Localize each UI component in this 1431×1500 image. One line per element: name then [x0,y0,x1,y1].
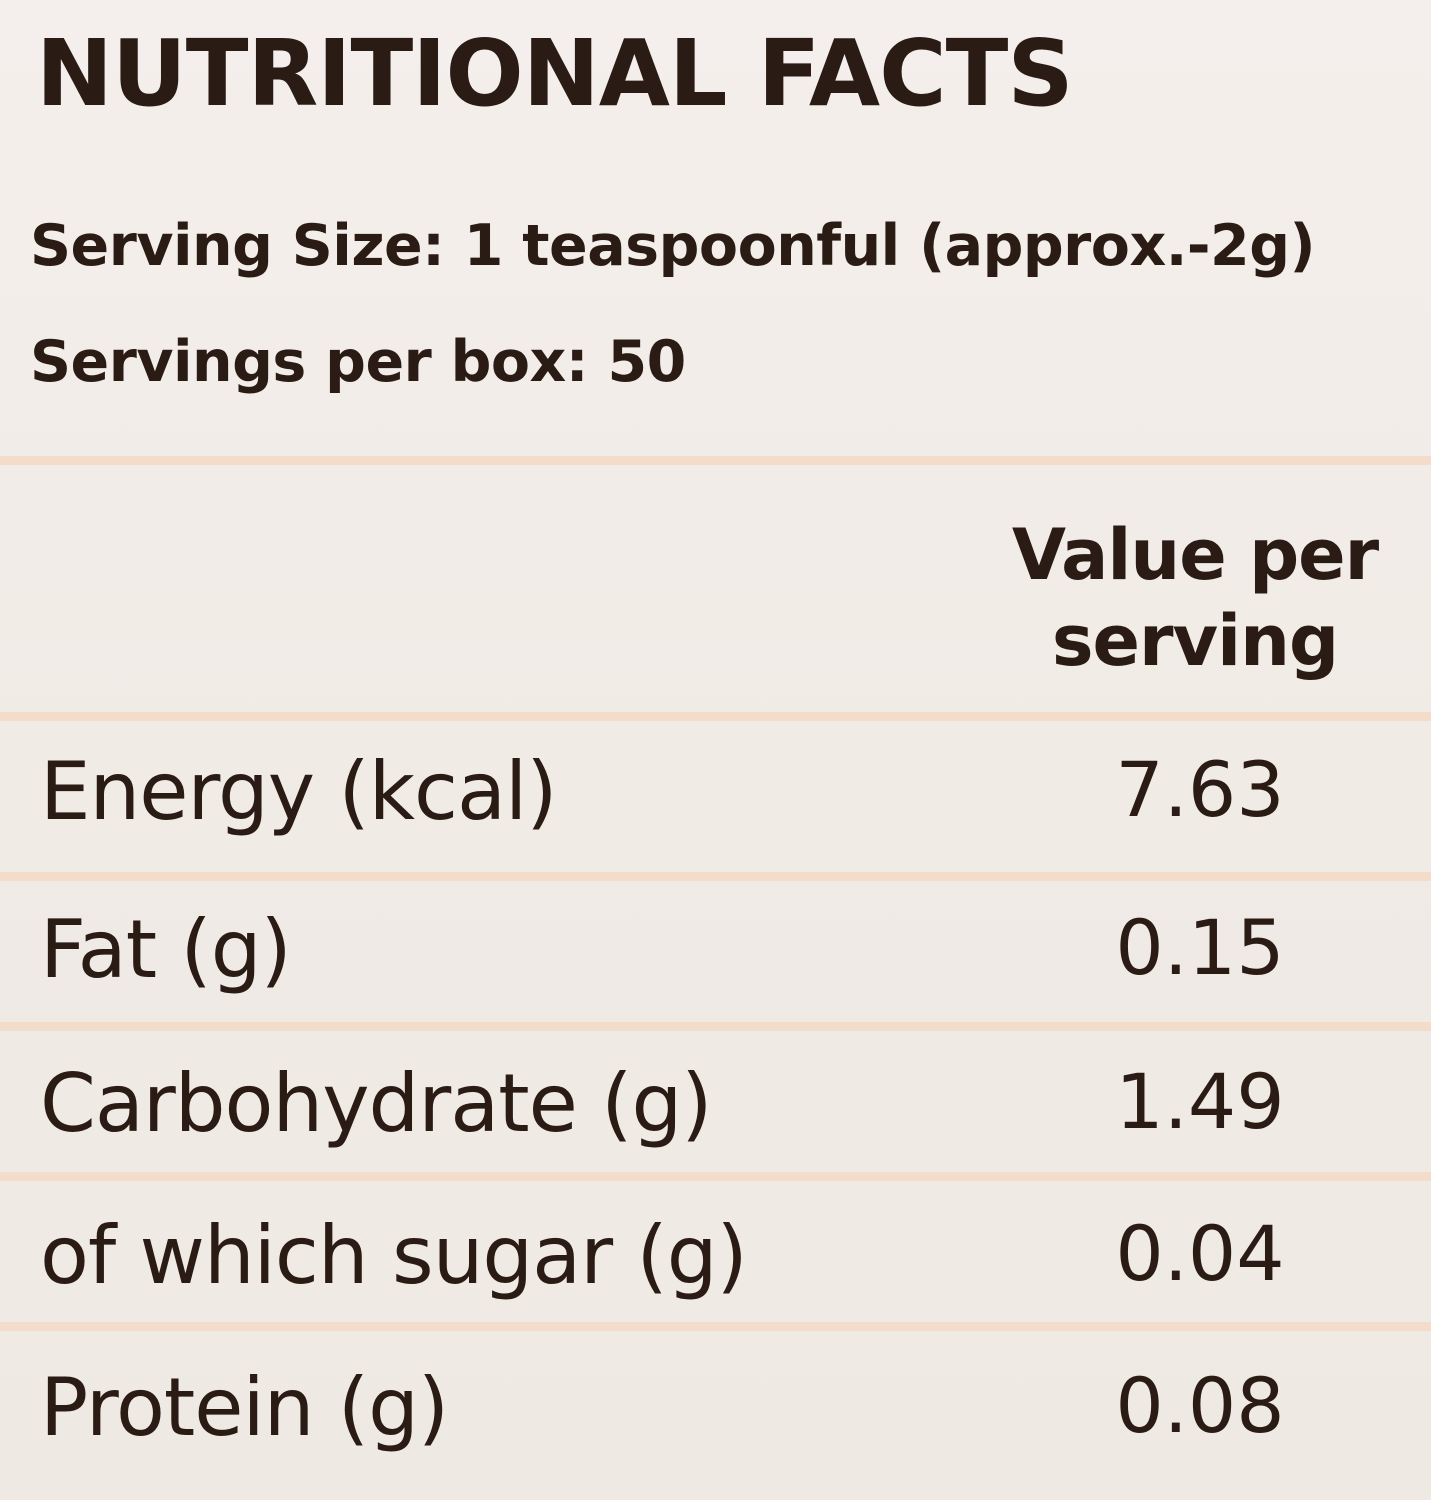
divider [0,456,1431,465]
divider [0,1022,1431,1031]
divider [0,1322,1431,1331]
header-line-2: serving [1051,600,1339,682]
row-value-protein: 0.08 [1115,1361,1285,1450]
label-title: NUTRITIONAL FACTS [36,20,1074,127]
row-label-protein: Protein (g) [40,1361,449,1454]
divider [0,1172,1431,1181]
value-per-serving-header: Value per serving [1010,512,1380,684]
row-label-energy: Energy (kcal) [40,745,557,838]
servings-per-box: Servings per box: 50 [30,329,686,395]
header-line-1: Value per [1011,514,1379,596]
row-label-fat: Fat (g) [40,903,292,996]
row-label-carbohydrate: Carbohydrate (g) [40,1057,712,1150]
row-value-carbohydrate: 1.49 [1115,1057,1285,1146]
divider [0,712,1431,721]
row-value-sugar: 0.04 [1115,1209,1285,1298]
divider [0,872,1431,881]
serving-size: Serving Size: 1 teaspoonful (approx.-2g) [30,213,1316,279]
row-value-energy: 7.63 [1115,745,1285,834]
row-label-sugar: of which sugar (g) [40,1209,748,1302]
row-value-fat: 0.15 [1115,903,1285,992]
